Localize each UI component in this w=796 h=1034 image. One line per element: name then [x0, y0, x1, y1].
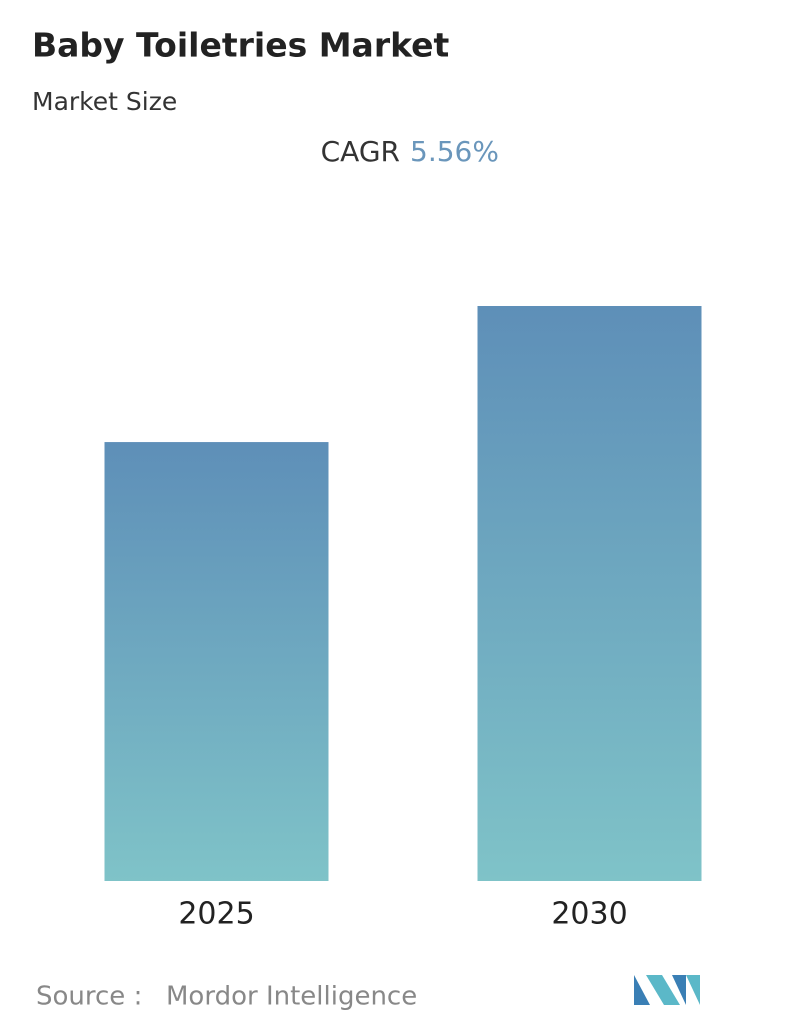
x-tick-label: 2030: [551, 897, 627, 932]
chart-subtitle: Market Size: [32, 87, 177, 116]
bar: [477, 306, 702, 881]
source-label: Source :: [36, 982, 142, 1012]
chart-title: Baby Toiletries Market: [32, 26, 450, 65]
x-tick-label: 2025: [178, 897, 254, 932]
logo: [634, 975, 700, 1005]
source: Mordor Intelligence: [166, 982, 417, 1012]
cagr-value: 5.56%: [410, 135, 499, 168]
cagr-label: CAGR: [321, 135, 400, 168]
bar: [104, 442, 329, 881]
